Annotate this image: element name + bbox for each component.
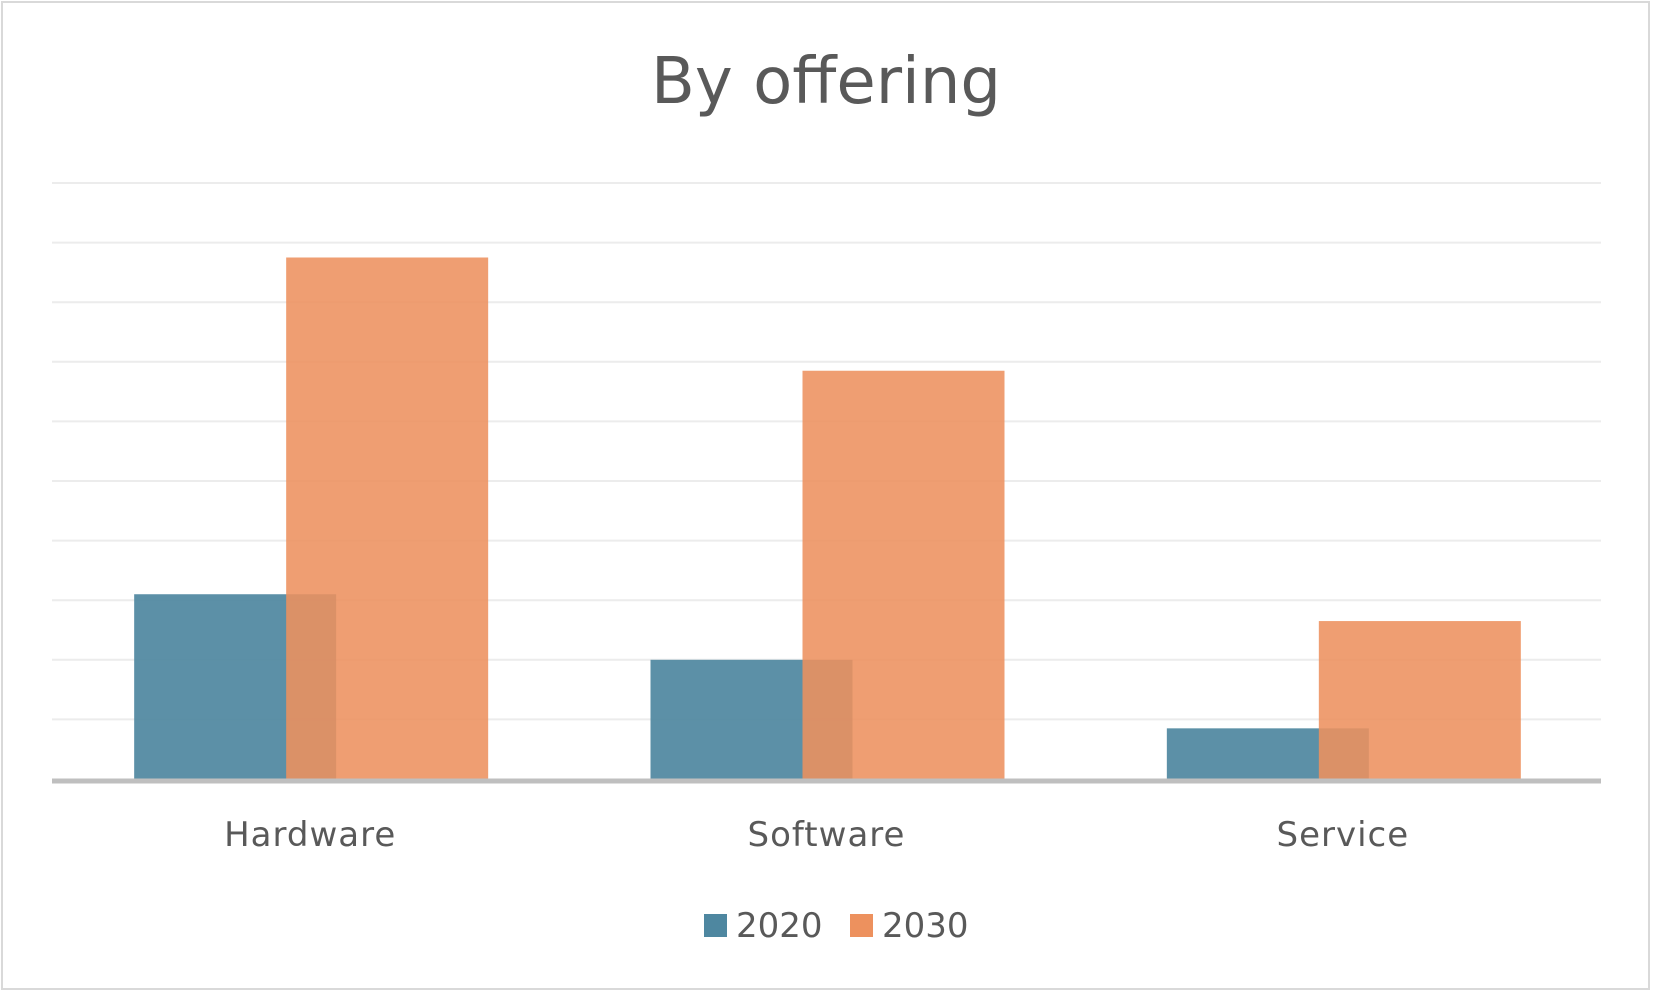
- bar-2030-hardware: [286, 257, 489, 779]
- category-label-service: Service: [1276, 815, 1409, 855]
- category-label-hardware: Hardware: [224, 815, 396, 855]
- legend-swatch-2020: [704, 914, 727, 937]
- legend: 2020 2030: [704, 906, 969, 946]
- category-labels: Hardware Software Service: [224, 815, 1409, 855]
- chart-title: By offering: [651, 45, 1001, 119]
- category-label-software: Software: [748, 815, 906, 855]
- legend-label-2020: 2020: [736, 906, 823, 946]
- bar-2030-service: [1318, 621, 1521, 779]
- bars: [134, 257, 1521, 779]
- legend-label-2030: 2030: [882, 906, 969, 946]
- bar-2030-software: [802, 370, 1005, 779]
- legend-swatch-2030: [850, 914, 873, 937]
